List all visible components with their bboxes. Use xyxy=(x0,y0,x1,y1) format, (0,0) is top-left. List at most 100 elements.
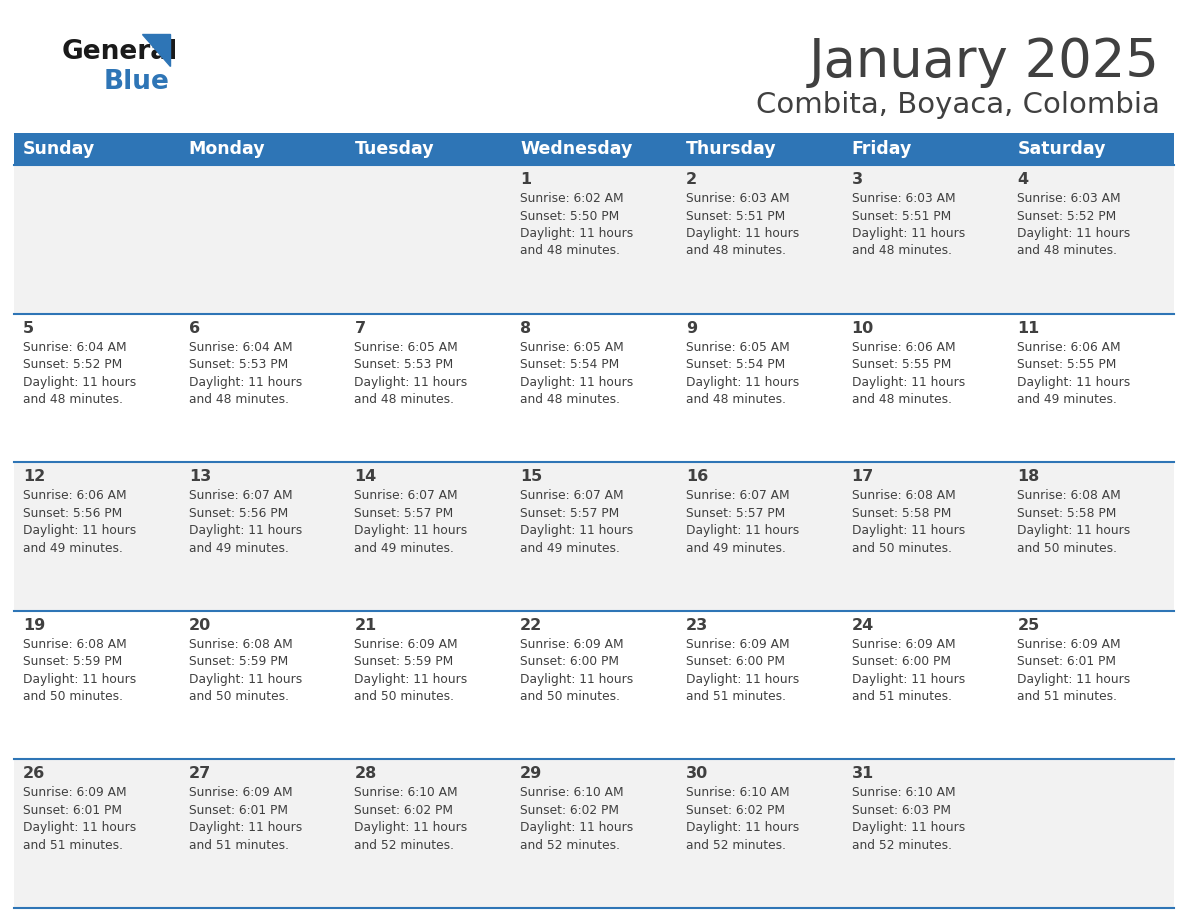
Text: and 51 minutes.: and 51 minutes. xyxy=(23,839,124,852)
Polygon shape xyxy=(143,34,170,66)
Text: and 50 minutes.: and 50 minutes. xyxy=(23,690,124,703)
Text: Sunset: 6:00 PM: Sunset: 6:00 PM xyxy=(852,655,950,668)
Text: Daylight: 11 hours: Daylight: 11 hours xyxy=(189,673,302,686)
Bar xyxy=(14,462,1174,610)
Text: Sunrise: 6:07 AM: Sunrise: 6:07 AM xyxy=(685,489,790,502)
Text: Sunrise: 6:07 AM: Sunrise: 6:07 AM xyxy=(189,489,292,502)
Text: 9: 9 xyxy=(685,320,697,336)
Text: Daylight: 11 hours: Daylight: 11 hours xyxy=(354,375,468,388)
Text: and 51 minutes.: and 51 minutes. xyxy=(852,690,952,703)
Text: January 2025: January 2025 xyxy=(809,36,1159,88)
Text: and 49 minutes.: and 49 minutes. xyxy=(1017,393,1117,406)
Text: Sunrise: 6:10 AM: Sunrise: 6:10 AM xyxy=(520,787,624,800)
Text: 29: 29 xyxy=(520,767,543,781)
Text: Sunset: 5:51 PM: Sunset: 5:51 PM xyxy=(685,209,785,222)
Text: Daylight: 11 hours: Daylight: 11 hours xyxy=(1017,227,1131,240)
Text: Sunset: 5:50 PM: Sunset: 5:50 PM xyxy=(520,209,619,222)
Text: and 48 minutes.: and 48 minutes. xyxy=(852,393,952,406)
Text: and 49 minutes.: and 49 minutes. xyxy=(189,542,289,554)
Text: 25: 25 xyxy=(1017,618,1040,633)
Text: Sunrise: 6:10 AM: Sunrise: 6:10 AM xyxy=(852,787,955,800)
Text: Sunset: 5:54 PM: Sunset: 5:54 PM xyxy=(520,358,619,371)
Text: Sunrise: 6:07 AM: Sunrise: 6:07 AM xyxy=(354,489,459,502)
Text: and 50 minutes.: and 50 minutes. xyxy=(520,690,620,703)
Text: 11: 11 xyxy=(1017,320,1040,336)
Text: 23: 23 xyxy=(685,618,708,633)
Text: 16: 16 xyxy=(685,469,708,484)
Text: Daylight: 11 hours: Daylight: 11 hours xyxy=(23,524,137,537)
Text: Tuesday: Tuesday xyxy=(354,140,434,158)
Text: 1: 1 xyxy=(520,172,531,187)
Text: Daylight: 11 hours: Daylight: 11 hours xyxy=(685,524,800,537)
Text: Thursday: Thursday xyxy=(685,140,777,158)
Text: Sunrise: 6:09 AM: Sunrise: 6:09 AM xyxy=(685,638,790,651)
Text: Sunset: 6:03 PM: Sunset: 6:03 PM xyxy=(852,804,950,817)
Text: 3: 3 xyxy=(852,172,862,187)
Text: 14: 14 xyxy=(354,469,377,484)
Text: and 48 minutes.: and 48 minutes. xyxy=(520,244,620,258)
Bar xyxy=(14,165,1174,314)
Text: Sunset: 5:56 PM: Sunset: 5:56 PM xyxy=(23,507,122,520)
Text: and 50 minutes.: and 50 minutes. xyxy=(354,690,455,703)
Text: Daylight: 11 hours: Daylight: 11 hours xyxy=(189,375,302,388)
Bar xyxy=(179,133,346,165)
Text: and 51 minutes.: and 51 minutes. xyxy=(189,839,289,852)
Text: Sunrise: 6:08 AM: Sunrise: 6:08 AM xyxy=(852,489,955,502)
Text: Sunrise: 6:03 AM: Sunrise: 6:03 AM xyxy=(685,192,790,205)
Text: 13: 13 xyxy=(189,469,211,484)
Bar xyxy=(1009,133,1174,165)
Text: Sunset: 5:52 PM: Sunset: 5:52 PM xyxy=(23,358,122,371)
Text: 4: 4 xyxy=(1017,172,1029,187)
Text: Daylight: 11 hours: Daylight: 11 hours xyxy=(1017,673,1131,686)
Bar xyxy=(14,759,1174,908)
Text: Sunset: 6:00 PM: Sunset: 6:00 PM xyxy=(685,655,785,668)
Text: Daylight: 11 hours: Daylight: 11 hours xyxy=(520,375,633,388)
Text: Daylight: 11 hours: Daylight: 11 hours xyxy=(685,227,800,240)
Text: Daylight: 11 hours: Daylight: 11 hours xyxy=(685,673,800,686)
Text: and 50 minutes.: and 50 minutes. xyxy=(852,542,952,554)
Text: Sunset: 5:58 PM: Sunset: 5:58 PM xyxy=(852,507,950,520)
Text: and 49 minutes.: and 49 minutes. xyxy=(23,542,122,554)
Text: Monday: Monday xyxy=(189,140,265,158)
Text: Daylight: 11 hours: Daylight: 11 hours xyxy=(354,673,468,686)
Text: and 48 minutes.: and 48 minutes. xyxy=(23,393,124,406)
Text: Sunrise: 6:08 AM: Sunrise: 6:08 AM xyxy=(23,638,127,651)
Text: Sunset: 5:51 PM: Sunset: 5:51 PM xyxy=(852,209,950,222)
Text: 20: 20 xyxy=(189,618,211,633)
Text: 30: 30 xyxy=(685,767,708,781)
Text: 2: 2 xyxy=(685,172,697,187)
Text: Daylight: 11 hours: Daylight: 11 hours xyxy=(354,822,468,834)
Text: Daylight: 11 hours: Daylight: 11 hours xyxy=(520,227,633,240)
Text: Daylight: 11 hours: Daylight: 11 hours xyxy=(189,822,302,834)
Text: Sunset: 5:59 PM: Sunset: 5:59 PM xyxy=(354,655,454,668)
Bar xyxy=(346,133,511,165)
Text: Sunrise: 6:09 AM: Sunrise: 6:09 AM xyxy=(1017,638,1121,651)
Text: Sunrise: 6:09 AM: Sunrise: 6:09 AM xyxy=(852,638,955,651)
Text: 5: 5 xyxy=(23,320,34,336)
Text: Daylight: 11 hours: Daylight: 11 hours xyxy=(520,524,633,537)
Text: and 51 minutes.: and 51 minutes. xyxy=(1017,690,1117,703)
Text: Sunrise: 6:03 AM: Sunrise: 6:03 AM xyxy=(852,192,955,205)
Text: Sunset: 5:53 PM: Sunset: 5:53 PM xyxy=(189,358,287,371)
Text: Daylight: 11 hours: Daylight: 11 hours xyxy=(23,822,137,834)
Text: Daylight: 11 hours: Daylight: 11 hours xyxy=(852,524,965,537)
Text: 18: 18 xyxy=(1017,469,1040,484)
Text: and 48 minutes.: and 48 minutes. xyxy=(1017,244,1117,258)
Text: Combita, Boyaca, Colombia: Combita, Boyaca, Colombia xyxy=(756,91,1159,119)
Text: Daylight: 11 hours: Daylight: 11 hours xyxy=(520,673,633,686)
Text: Sunset: 6:01 PM: Sunset: 6:01 PM xyxy=(189,804,287,817)
Text: Sunrise: 6:07 AM: Sunrise: 6:07 AM xyxy=(520,489,624,502)
Text: Sunrise: 6:05 AM: Sunrise: 6:05 AM xyxy=(354,341,459,353)
Text: 7: 7 xyxy=(354,320,366,336)
Text: Daylight: 11 hours: Daylight: 11 hours xyxy=(852,822,965,834)
Text: 6: 6 xyxy=(189,320,200,336)
Bar xyxy=(14,610,1174,759)
Text: Daylight: 11 hours: Daylight: 11 hours xyxy=(23,673,137,686)
Text: Sunrise: 6:02 AM: Sunrise: 6:02 AM xyxy=(520,192,624,205)
Text: Daylight: 11 hours: Daylight: 11 hours xyxy=(23,375,137,388)
Text: Sunset: 5:57 PM: Sunset: 5:57 PM xyxy=(354,507,454,520)
Text: Daylight: 11 hours: Daylight: 11 hours xyxy=(852,375,965,388)
Text: Sunrise: 6:06 AM: Sunrise: 6:06 AM xyxy=(23,489,127,502)
Text: Sunset: 5:54 PM: Sunset: 5:54 PM xyxy=(685,358,785,371)
Text: and 52 minutes.: and 52 minutes. xyxy=(354,839,455,852)
